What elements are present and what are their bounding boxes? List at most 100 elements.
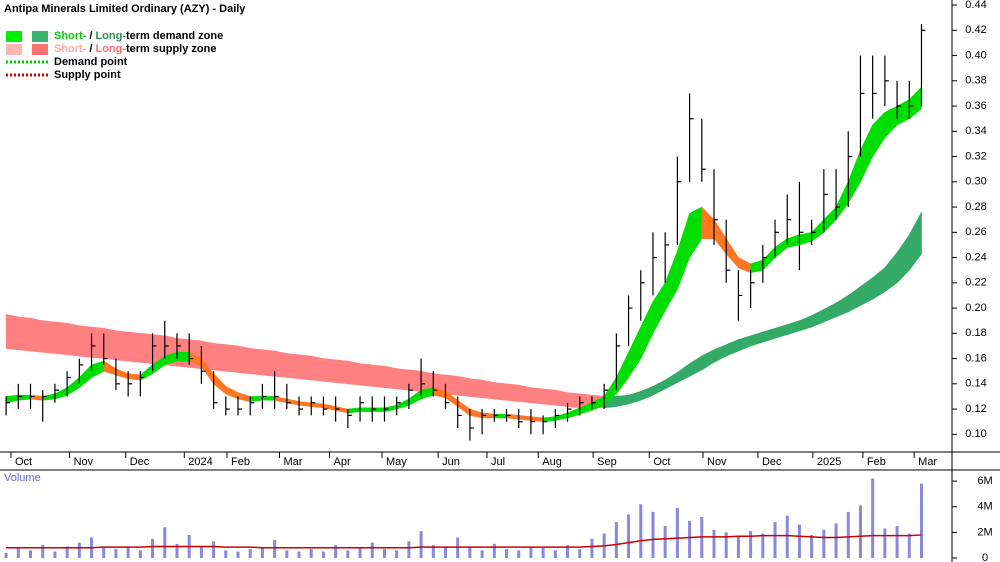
long-zone-segment [249,348,263,376]
volume-bar [248,549,252,558]
long-zone-segment [66,322,80,357]
volume-bar [419,531,423,558]
volume-average [6,534,922,549]
volume-bar [590,538,594,558]
legend-rest: term supply zone [126,43,216,55]
y-tick-label: 0.32 [965,150,986,162]
volume-bar [858,505,862,558]
volume-bar [883,528,887,558]
x-tick-label: Jul [491,456,505,468]
volume-bar [895,525,899,558]
legend-point-label: Supply point [54,69,121,81]
long-zone-segment [30,317,44,353]
x-tick-label: Mar [283,456,302,468]
y-tick-label: 0.44 [965,0,986,11]
volume-bar [810,534,814,558]
x-tick-label: Apr [334,456,351,468]
long-zone-segment [323,358,336,383]
legend-point-label: Demand point [54,56,128,68]
volume-bar [41,545,45,558]
volume-bar [297,551,301,558]
long-zone-segment [494,382,507,401]
volume-bar [724,532,728,558]
volume-bar [358,547,362,558]
x-tick-label: 2024 [188,456,212,468]
short-zone-segment [176,351,190,362]
y-tick-label: 0.16 [965,352,986,364]
y-tick-label: 0.36 [965,100,986,112]
y-tick-label: 0.38 [965,75,986,87]
volume-bar [16,547,20,558]
volume-bar [138,550,142,558]
volume-bar [321,551,325,558]
x-tick-label: Dec [130,456,150,468]
zones [5,86,922,423]
legend-sep: / [89,30,92,42]
long-zone-segment [335,359,349,385]
volume-bar [309,549,313,558]
long-zone-segment [79,325,92,358]
volume-bar [871,478,875,558]
volume-bar [736,536,740,558]
volume-bar [517,550,521,558]
long-zone-segment [396,368,410,391]
volume-bar [126,546,130,558]
x-tick-label: Jun [442,456,460,468]
volume-bar [566,545,570,558]
long-zone-segment [481,379,495,400]
long-zone-segment [225,344,239,373]
volume-bar [407,541,411,558]
y-tick-label: 0.18 [965,327,986,339]
volume-bar [273,540,277,558]
long-zone-segment [555,389,568,407]
volume-tick-label: 4M [977,501,992,513]
short-zone-segment [359,407,373,412]
volume-bar [114,549,118,558]
volume-bar [688,520,692,558]
long-zone-segment [91,326,105,359]
long-zone-segment [530,387,544,405]
volume-bar [77,542,81,558]
legend-short: Short- [54,43,87,55]
volume-bar [846,511,850,558]
x-tick-label: Dec [762,456,782,468]
volume-bar [505,549,509,558]
chart-title: Antipa Minerals Limited Ordinary (AZY) -… [4,3,246,15]
legend-short: Short- [54,30,87,42]
y-tick-label: 0.20 [965,302,986,314]
long-zone-segment [445,374,458,396]
volume-bar [236,551,240,558]
long-zone-segment [518,384,532,404]
legend-swatch-short [6,31,22,42]
long-zone-segment [42,320,56,354]
long-zone-segment [408,369,422,392]
volume-bar [212,541,216,558]
long-zone-segment [908,211,922,272]
long-zone-segment [213,343,227,372]
volume-bar [761,533,765,558]
short-zone-segment [494,413,507,419]
volume-bar [199,546,203,558]
y-tick-label: 0.10 [965,428,986,440]
long-zone-segment [18,316,31,352]
legend-entry: Short- / Long-term supply zone [54,43,216,55]
y-tick-label: 0.30 [965,176,986,188]
volume-bar [834,523,838,558]
volume-bar [492,543,496,558]
volume-bar [785,515,789,558]
volume-bar [370,542,374,558]
volume-bar [431,545,435,558]
long-zone-segment [567,392,581,409]
volume-bar [175,543,179,558]
long-zone-segment [103,327,117,361]
long-zone-segment [140,332,153,364]
volume-bar [797,524,801,558]
volume-bar [65,546,69,558]
volume-bar [541,547,545,558]
volume-bar [749,531,753,558]
y-tick-label: 0.12 [965,403,986,415]
y-tick-label: 0.22 [965,277,986,289]
